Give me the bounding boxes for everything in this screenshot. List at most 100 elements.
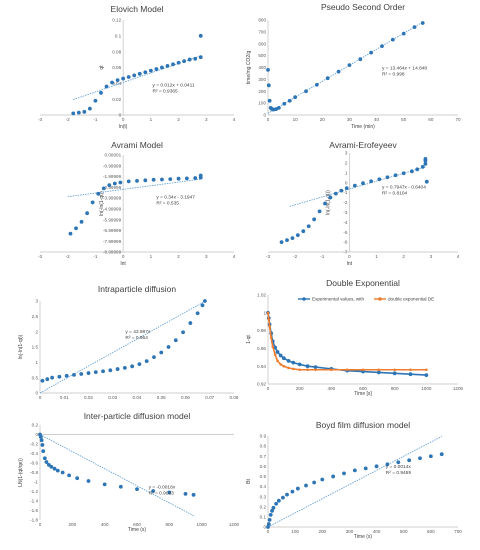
data-point: [126, 179, 131, 184]
x-tick-label: 4: [233, 117, 236, 122]
data-point: [137, 362, 142, 367]
x-tick-label: -3: [38, 117, 43, 122]
data-point: [173, 338, 178, 343]
data-point: [423, 157, 428, 161]
x-tick-label: 0: [39, 522, 42, 527]
data-point: [287, 98, 292, 103]
x-tick-label: 4: [233, 254, 236, 259]
data-point: [159, 350, 164, 355]
y-tick-label: -0.4: [30, 451, 38, 456]
x-tick-label: 600: [133, 522, 141, 527]
chart-title: Elovich Model: [111, 4, 164, 14]
data-point: [295, 233, 300, 238]
data-point: [168, 177, 173, 182]
y-axis-label: ln(-ln(1-qt)): [99, 191, 105, 216]
data-point: [282, 364, 286, 368]
data-point: [293, 95, 298, 100]
x-tick-label: 3: [205, 254, 208, 259]
x-axis-label: Time (s): [354, 534, 372, 540]
data-point: [424, 179, 429, 184]
data-point: [152, 355, 156, 360]
data-point: [144, 359, 149, 364]
data-point: [198, 33, 203, 38]
data-point: [291, 360, 296, 365]
data-point: [93, 370, 98, 375]
data-point: [267, 518, 272, 522]
x-tick-label: 0.01: [60, 395, 69, 400]
data-point: [267, 317, 271, 321]
x-tick-label: 10: [293, 117, 299, 122]
data-point: [267, 98, 272, 103]
x-tick-label: 3: [430, 254, 433, 259]
data-point: [166, 345, 171, 349]
y-tick-label: 3: [35, 299, 38, 304]
x-tick-label: 0: [122, 254, 125, 259]
x-tick-label: 30: [347, 117, 353, 122]
data-point: [276, 359, 279, 363]
x-tick-label: 0: [267, 529, 270, 534]
data-point: [274, 501, 279, 506]
data-point: [60, 470, 65, 475]
data-point: [418, 456, 422, 461]
x-axis-label: lnt: [347, 261, 353, 267]
data-point: [428, 454, 433, 459]
y-tick-label: -0.99999: [103, 163, 122, 168]
y-tick-label: 0.8: [260, 444, 267, 449]
y-tick-label: 200: [258, 89, 266, 94]
data-point: [347, 63, 352, 68]
y-tick-label: 0.96: [257, 346, 266, 351]
data-point: [298, 368, 301, 372]
y-tick-label: 0.1: [260, 514, 267, 519]
chart-elovich: Elovich Model -3 -2 -1 0 1 2 3 4 0 0.02 0.04 0.06 0.0…: [38, 4, 236, 130]
fit-annotation: y = 13.464x + 14.848: [382, 65, 427, 71]
y-tick-label: 0.94: [257, 364, 266, 369]
fit-annotation: y = -0.0018x: [149, 485, 176, 491]
x-tick-label: 300: [346, 529, 354, 534]
x-tick-label: 40: [374, 117, 380, 122]
y-tick-label: 400: [258, 65, 266, 70]
data-point: [122, 365, 127, 370]
x-tick-label: 1200: [229, 522, 240, 527]
y-tick-label: 3: [345, 151, 348, 156]
legend-label: double exponential DE: [388, 297, 434, 302]
chart-avrami: Avrami Model -3 -2 -1 0 1 2 3 4 0.00001 -0.99999 -1…: [38, 140, 236, 267]
data-point: [328, 195, 333, 200]
trendline: [39, 434, 194, 517]
y-tick-label: 1.5: [32, 345, 39, 350]
x-tick-label: -2: [66, 254, 71, 259]
data-point: [101, 186, 106, 191]
trendline: [267, 436, 442, 528]
y-tick-label: 0: [345, 180, 348, 185]
data-point: [297, 362, 302, 367]
y-tick-label: -7.99999: [103, 239, 122, 244]
data-point: [90, 200, 95, 205]
x-tick-label: 2: [402, 254, 405, 259]
y-axis-label: Bt: [246, 479, 252, 484]
data-point: [102, 482, 107, 487]
y-tick-label: -0.8: [30, 470, 38, 475]
data-point: [115, 367, 120, 371]
y-tick-label: 0: [35, 432, 38, 437]
y-tick-label: 600: [258, 41, 266, 46]
data-point: [68, 231, 73, 236]
x-tick-label: -1: [93, 117, 98, 122]
x-tick-label: 1: [150, 254, 153, 259]
x-tick-label: 1: [150, 117, 153, 122]
x-tick-label: 1: [375, 254, 378, 259]
data-point: [401, 171, 406, 176]
data-point: [273, 345, 278, 350]
data-point: [154, 67, 159, 71]
data-point: [176, 60, 181, 65]
data-point: [393, 368, 396, 372]
y-tick-label: 700: [258, 29, 266, 34]
data-point: [305, 364, 310, 369]
data-point: [40, 443, 45, 447]
y-tick-label: 0.98: [257, 328, 266, 333]
y-tick-label: 0.1: [115, 33, 122, 38]
data-point: [64, 373, 69, 378]
y-tick-label: 0.3: [260, 494, 267, 499]
x-tick-label: 0.03: [108, 395, 117, 400]
x-tick-label: 600: [359, 386, 367, 391]
data-point: [121, 76, 126, 81]
